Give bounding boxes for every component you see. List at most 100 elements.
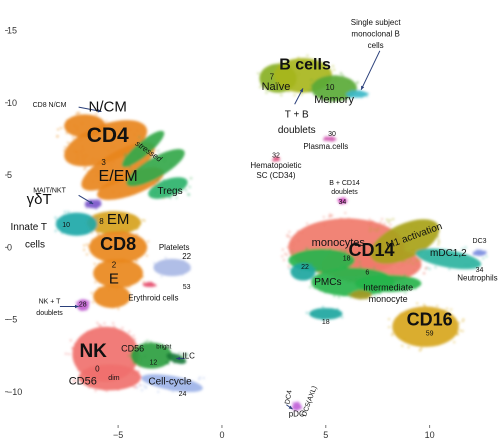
scatter-point [300,93,303,96]
scatter-point [130,364,133,366]
scatter-point [124,156,126,159]
cluster-label: 22 [182,252,191,261]
scatter-point [265,91,268,94]
cluster-platelets [153,256,191,278]
cluster-label: B + CD14 [329,180,360,187]
scatter-point [403,337,406,340]
scatter-point [275,156,278,159]
scatter-point [320,249,323,252]
scatter-point [286,235,289,238]
cluster-label: E/EM [99,168,138,185]
scatter-point [306,54,309,57]
scatter-point [351,219,353,222]
scatter-point [136,233,138,236]
scatter-point [391,334,394,337]
annotation-arrowhead [299,88,303,93]
scatter-point [96,301,99,304]
scatter-point [400,255,403,258]
scatter-point [131,384,134,387]
scatter-point [354,243,356,246]
scatter-point [338,296,340,298]
scatter-point [127,354,130,357]
scatter-point [68,353,70,356]
cluster-blob [153,258,191,277]
scatter-point [379,221,382,224]
scatter-point [75,112,78,115]
scatter-point [419,343,422,345]
scatter-point [312,284,315,286]
scatter-point [84,155,87,157]
scatter-point [63,149,66,152]
scatter-point [112,306,115,309]
cluster-dc [415,246,488,271]
cluster-cellcycle [136,374,205,393]
scatter-point [368,218,371,221]
cluster-blob [354,274,422,293]
scatter-point [97,172,100,175]
scatter-point [113,145,115,148]
cluster-label: SC (CD34) [256,171,295,180]
scatter-point [142,156,144,159]
scatter-point [60,127,62,129]
scatter-point [94,281,97,284]
cluster-label: CD56 [69,376,97,388]
cluster-tregs [148,177,191,199]
scatter-point [129,298,132,301]
scatter-point [329,213,331,216]
scatter-point [343,197,346,199]
cluster-blob [89,231,148,264]
scatter-point [93,158,95,161]
scatter-point [134,382,137,384]
scatter-point [168,345,171,348]
scatter-point [90,231,93,234]
scatter-point [97,286,100,289]
cluster-label: Single subject [351,18,402,27]
scatter-point [107,258,109,261]
scatter-point [322,138,325,141]
scatter-point [127,261,130,264]
scatter-point [340,217,342,220]
scatter-point [102,167,104,170]
scatter-point [468,264,470,267]
scatter-point [350,89,353,92]
scatter-point [354,291,357,294]
scatter-point [392,218,395,221]
scatter-point [95,170,98,173]
cluster-bmemory [308,72,359,104]
scatter-point [133,133,136,136]
scatter-point [347,217,350,220]
scatter-point [130,149,133,152]
scatter-point [285,89,288,92]
scatter-point [270,88,273,91]
scatter-point [339,202,342,205]
cluster-label: 30 [328,131,336,138]
scatter-point [434,266,437,269]
scatter-point [167,362,169,365]
cluster-blob [346,90,368,98]
scatter-point [453,333,456,336]
scatter-point [132,334,135,337]
scatter-point [277,81,279,84]
scatter-point [99,200,102,202]
scatter-point [87,245,90,248]
scatter-point [395,317,397,320]
cluster-neutro [472,249,487,256]
scatter-point [369,268,371,271]
scatter-point [395,258,397,260]
scatter-point [363,286,365,289]
scatter-point [349,296,352,299]
scatter-point [461,247,464,250]
scatter-point [345,93,348,96]
scatter-point [437,235,440,238]
scatter-point [361,289,363,292]
scatter-point [416,344,419,347]
scatter-point [91,170,94,173]
scatter-point [301,231,304,234]
scatter-point [404,291,407,294]
scatter-point [123,258,126,261]
annotation-arrowhead [288,405,293,410]
scatter-point [286,246,289,249]
scatter-point [185,353,187,356]
scatter-point [416,302,419,305]
scatter-point [89,366,92,369]
